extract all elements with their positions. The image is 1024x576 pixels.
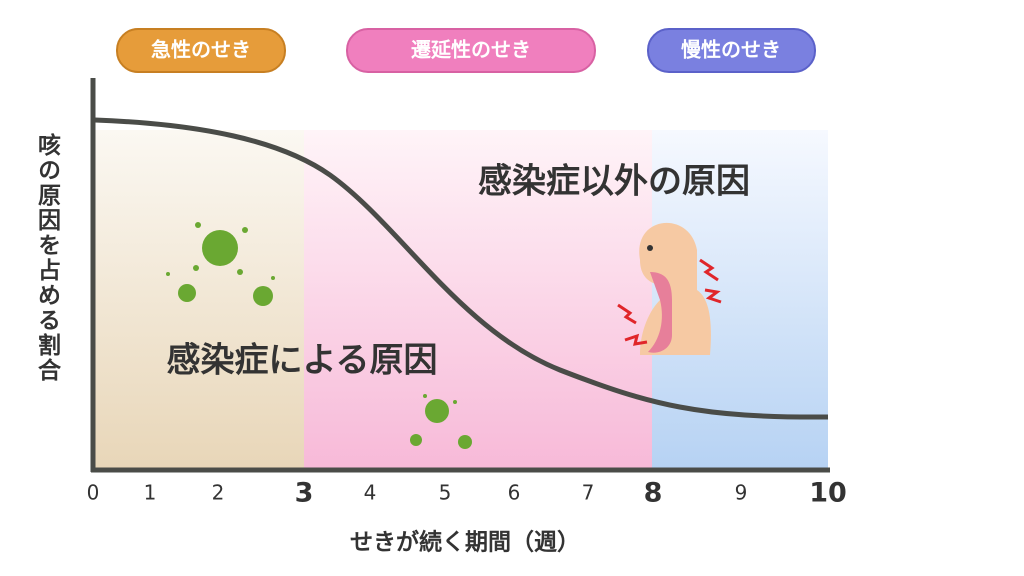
x-tick-label: 1: [144, 481, 157, 505]
prolonged-pill: [346, 28, 596, 73]
x-tick-label: 2: [212, 481, 225, 505]
x-tick-label: 9: [735, 481, 748, 505]
period-label: 慢性のせき: [681, 38, 781, 62]
x-tick-label: 3: [295, 478, 314, 509]
x-tick-label: 7: [582, 481, 595, 505]
x-tick-label: 10: [809, 478, 847, 509]
prolonged-band: [304, 130, 652, 470]
person-illustration: [617, 222, 722, 355]
region-label: 感染症による原因: [167, 341, 438, 381]
x-ticks: 0 1 2 3 4 5 6 7 8 9 10: [87, 478, 847, 509]
chronic-pill: [647, 28, 816, 73]
x-axis-title: せきが続く期間（週）: [350, 529, 580, 556]
acute-pill: [116, 28, 286, 73]
virus-icons: [166, 222, 472, 449]
x-tick-label: 5: [439, 481, 452, 505]
period-label: 遷延性のせき: [411, 38, 531, 62]
x-tick-label: 8: [644, 478, 663, 509]
x-tick-label: 0: [87, 481, 100, 505]
period-label: 急性のせき: [151, 38, 251, 62]
acute-band: [95, 130, 304, 470]
x-tick-label: 6: [508, 481, 521, 505]
x-tick-label: 4: [364, 481, 377, 505]
curve: [94, 117, 829, 420]
y-axis-title: 咳の原因を占める割合: [34, 132, 62, 383]
region-label: 感染症以外の原因: [478, 162, 750, 202]
